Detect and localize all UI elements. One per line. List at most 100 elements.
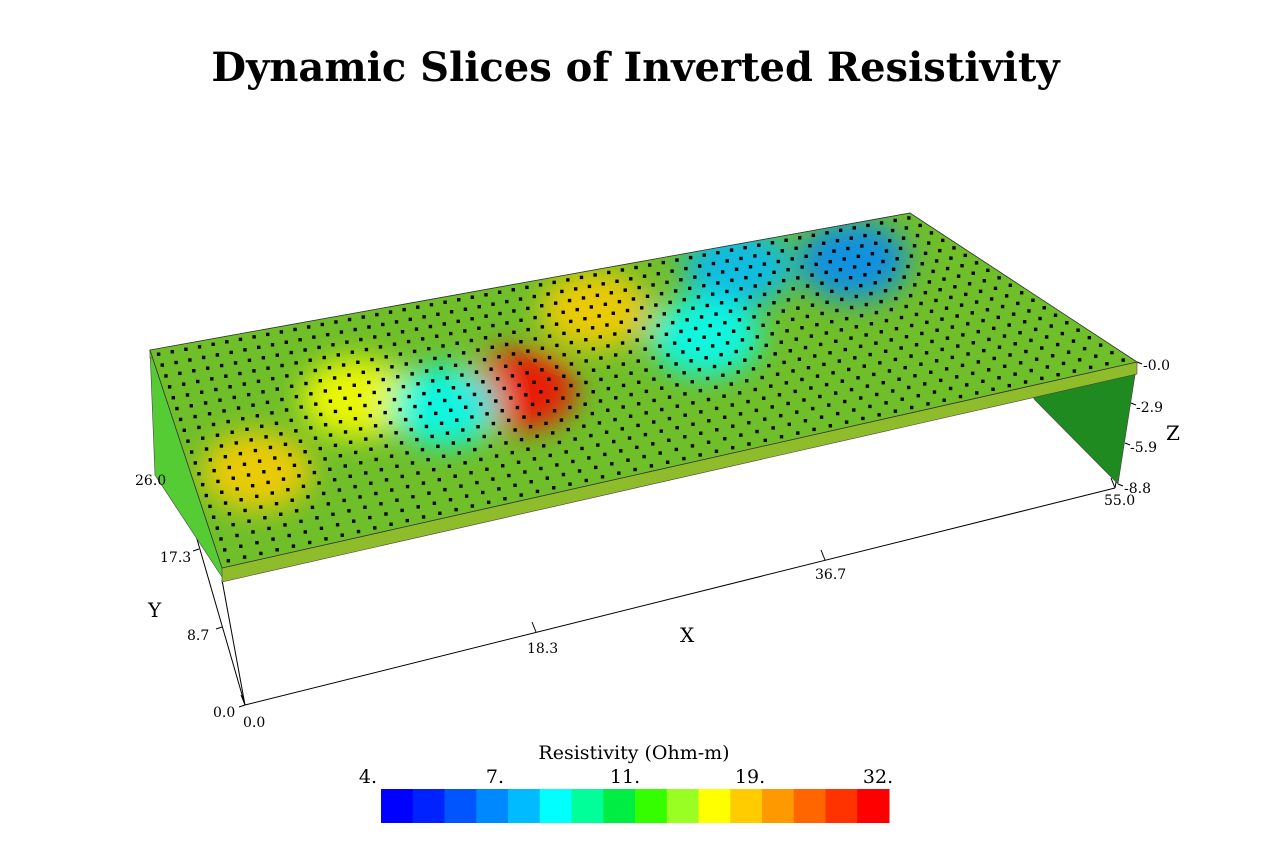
grid-node [598, 399, 603, 403]
grid-node [364, 471, 368, 475]
grid-node [643, 347, 647, 351]
grid-node [611, 311, 616, 315]
grid-node [844, 286, 849, 291]
grid-node [253, 448, 258, 453]
grid-node [603, 452, 607, 457]
grid-node [773, 352, 777, 356]
grid-node [280, 397, 284, 402]
grid-node [243, 508, 247, 513]
grid-node [748, 295, 752, 299]
grid-node [460, 373, 464, 377]
grid-node [810, 273, 814, 277]
grid-node [600, 475, 605, 479]
grid-node [690, 444, 695, 448]
colorbar-swatch [539, 789, 572, 823]
grid-node [895, 257, 899, 261]
grid-node [800, 377, 804, 382]
grid-node [571, 459, 575, 464]
grid-node [835, 238, 840, 243]
grid-node [734, 298, 738, 302]
grid-node [482, 434, 486, 439]
grid-node [948, 386, 953, 391]
grid-node [787, 422, 791, 427]
grid-node [887, 369, 892, 373]
grid-node [813, 354, 817, 358]
grid-node [640, 306, 644, 310]
grid-node [271, 537, 275, 541]
grid-node [1088, 365, 1093, 370]
grid-node [353, 416, 358, 421]
grid-node [279, 512, 283, 516]
grid-node [510, 450, 514, 455]
grid-node [542, 444, 546, 448]
grid-node [454, 507, 458, 512]
grid-node [598, 335, 602, 339]
grid-node [562, 352, 566, 357]
grid-node [828, 424, 833, 428]
grid-node [226, 559, 231, 563]
grid-node [323, 389, 328, 393]
grid-node [333, 409, 338, 414]
grid-node [443, 300, 447, 304]
grid-node [606, 344, 610, 348]
grid-node [518, 361, 523, 366]
grid-node [675, 404, 680, 408]
grid-node [275, 353, 279, 357]
grid-node [502, 386, 506, 391]
grid-node [631, 297, 636, 301]
grid-node [714, 449, 719, 453]
grid-node [919, 362, 923, 366]
grid-node [818, 252, 822, 256]
grid-node [877, 231, 881, 235]
grid-node [797, 357, 802, 361]
grid-node [174, 360, 178, 365]
grid-node [683, 435, 687, 439]
grid-node [920, 262, 924, 266]
grid-node [246, 392, 251, 397]
grid-node [846, 246, 850, 251]
grid-node [976, 360, 981, 364]
grid-node [872, 372, 876, 377]
grid-node [539, 390, 543, 394]
grid-node [398, 407, 402, 412]
grid-node [767, 363, 771, 368]
grid-node [679, 278, 683, 282]
grid-node [642, 326, 646, 331]
grid-node [410, 372, 414, 376]
grid-node [504, 364, 508, 369]
grid-node [552, 408, 557, 413]
grid-node [674, 362, 678, 366]
grid-node [299, 519, 303, 524]
grid-node [945, 266, 950, 271]
grid-node [405, 484, 410, 489]
grid-node [636, 423, 640, 428]
resistivity-anomaly [539, 269, 650, 350]
grid-node [257, 345, 261, 350]
grid-node [353, 484, 357, 489]
grid-node [554, 322, 559, 326]
grid-node [459, 484, 463, 488]
grid-node [812, 427, 816, 432]
grid-node [926, 402, 930, 406]
grid-node [312, 335, 316, 339]
grid-node [859, 396, 863, 400]
colorbar-label: 4. [359, 766, 377, 788]
grid-node [182, 428, 187, 432]
grid-node [415, 437, 419, 442]
grid-node [800, 265, 804, 269]
grid-node [763, 417, 767, 421]
grid-node [261, 390, 265, 394]
grid-node [610, 462, 614, 466]
grid-node [301, 484, 306, 489]
grid-node [461, 428, 465, 432]
grid-node [303, 449, 307, 454]
grid-node [535, 489, 540, 494]
grid-node [273, 456, 277, 460]
grid-node [938, 378, 943, 383]
grid-node [491, 302, 495, 306]
grid-node [924, 351, 929, 355]
grid-node [830, 289, 834, 294]
grid-node [659, 291, 664, 296]
grid-node [448, 497, 453, 502]
grid-node [427, 491, 431, 495]
